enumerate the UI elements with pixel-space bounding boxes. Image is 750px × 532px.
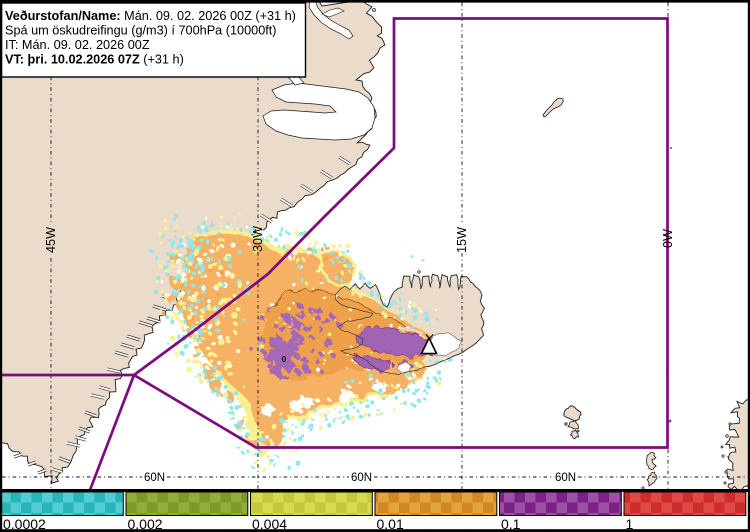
svg-text:60N: 60N <box>351 472 372 484</box>
svg-text:0.002: 0.002 <box>128 516 163 532</box>
svg-text:0.01: 0.01 <box>377 516 404 532</box>
svg-text:15W: 15W <box>455 227 469 253</box>
svg-text:60N: 60N <box>555 472 576 484</box>
svg-text:VT: þri. 10.02.2026 07Z (+31 h: VT: þri. 10.02.2026 07Z (+31 h) <box>5 53 184 67</box>
svg-text:Veðurstofan/Name: Mán. 09. 02.: Veðurstofan/Name: Mán. 09. 02. 2026 00Z … <box>5 9 296 23</box>
svg-text:IT: Mán. 09. 02. 2026 00Z: IT: Mán. 09. 02. 2026 00Z <box>5 38 150 52</box>
svg-text:0: 0 <box>282 354 287 364</box>
svg-text:0.0002: 0.0002 <box>3 516 46 532</box>
svg-text:0.1: 0.1 <box>501 516 521 532</box>
svg-text:Spá um öskudreifingu (g/m3) í: Spá um öskudreifingu (g/m3) í 700hPa (10… <box>5 24 277 38</box>
svg-text:45W: 45W <box>44 227 58 253</box>
svg-text:1: 1 <box>626 516 634 532</box>
svg-text:60N: 60N <box>144 472 165 484</box>
svg-text:0W: 0W <box>661 229 675 248</box>
svg-text:30W: 30W <box>251 226 265 252</box>
svg-text:0.004: 0.004 <box>252 516 287 532</box>
